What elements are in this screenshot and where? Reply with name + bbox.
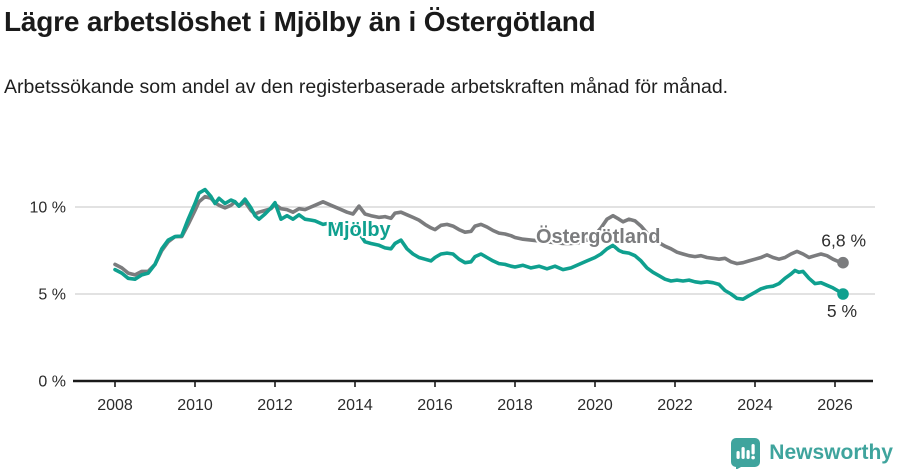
y-tick-label-10: 10 % (30, 200, 66, 217)
y-tick-label-5: 5 % (38, 287, 66, 304)
mjlby-series-label: Mjölby (327, 219, 391, 241)
page-title: Lägre arbetslöshet i Mjölby än i Östergö… (4, 6, 596, 37)
newsworthy-logo-icon (731, 438, 761, 469)
brand-footer[interactable]: Newsworthy (730, 437, 893, 469)
stergtland-line (113, 194, 845, 277)
series-annotations: Östergötland 6,8 % Mjölby 5 % (325, 217, 866, 321)
data-series (113, 187, 849, 301)
brand-name: Newsworthy (769, 441, 893, 464)
stergtland-value-label: 6,8 % (821, 231, 866, 251)
y-tick-label-0: 0 % (38, 374, 66, 391)
x-tick-label-2020: 2020 (577, 397, 613, 414)
y-axis-labels: 0 % 5 % 10 % (30, 200, 66, 391)
mjlby-value-label: 5 % (827, 301, 857, 321)
logo-bars (736, 444, 756, 460)
mjlby-line (113, 187, 845, 301)
x-tick-label-2024: 2024 (737, 397, 773, 414)
x-tick-label-2012: 2012 (257, 397, 293, 414)
stergtland-end-dot (837, 256, 849, 269)
x-tick-label-2016: 2016 (417, 397, 453, 414)
line-chart: 0 %5 %10 % 2008 2010 2012 2014 2016 2018 2020 2… (30, 187, 875, 414)
x-tick-label-2014: 2014 (337, 397, 373, 414)
page-subtitle: Arbetssökande som andel av den registerb… (4, 76, 729, 98)
gridlines (75, 206, 875, 295)
x-axis-ticks (114, 381, 836, 387)
stergtland-series-label: Östergötland (536, 225, 660, 248)
chart-area: 0 % 5 % 10 % 2008 2010 2012 2014 2016 2018 2020 2… (0, 163, 900, 425)
mjlby-end-dot (837, 288, 849, 300)
x-tick-label-2018: 2018 (497, 397, 533, 414)
x-tick-label-2026: 2026 (817, 397, 853, 414)
x-axis-labels: 2008 2010 2012 2014 2016 2018 2020 2022 2024 2026 (97, 397, 853, 414)
x-tick-label-2022: 2022 (657, 397, 693, 414)
x-tick-label-2010: 2010 (177, 397, 213, 414)
x-tick-label-2008: 2008 (97, 397, 133, 414)
